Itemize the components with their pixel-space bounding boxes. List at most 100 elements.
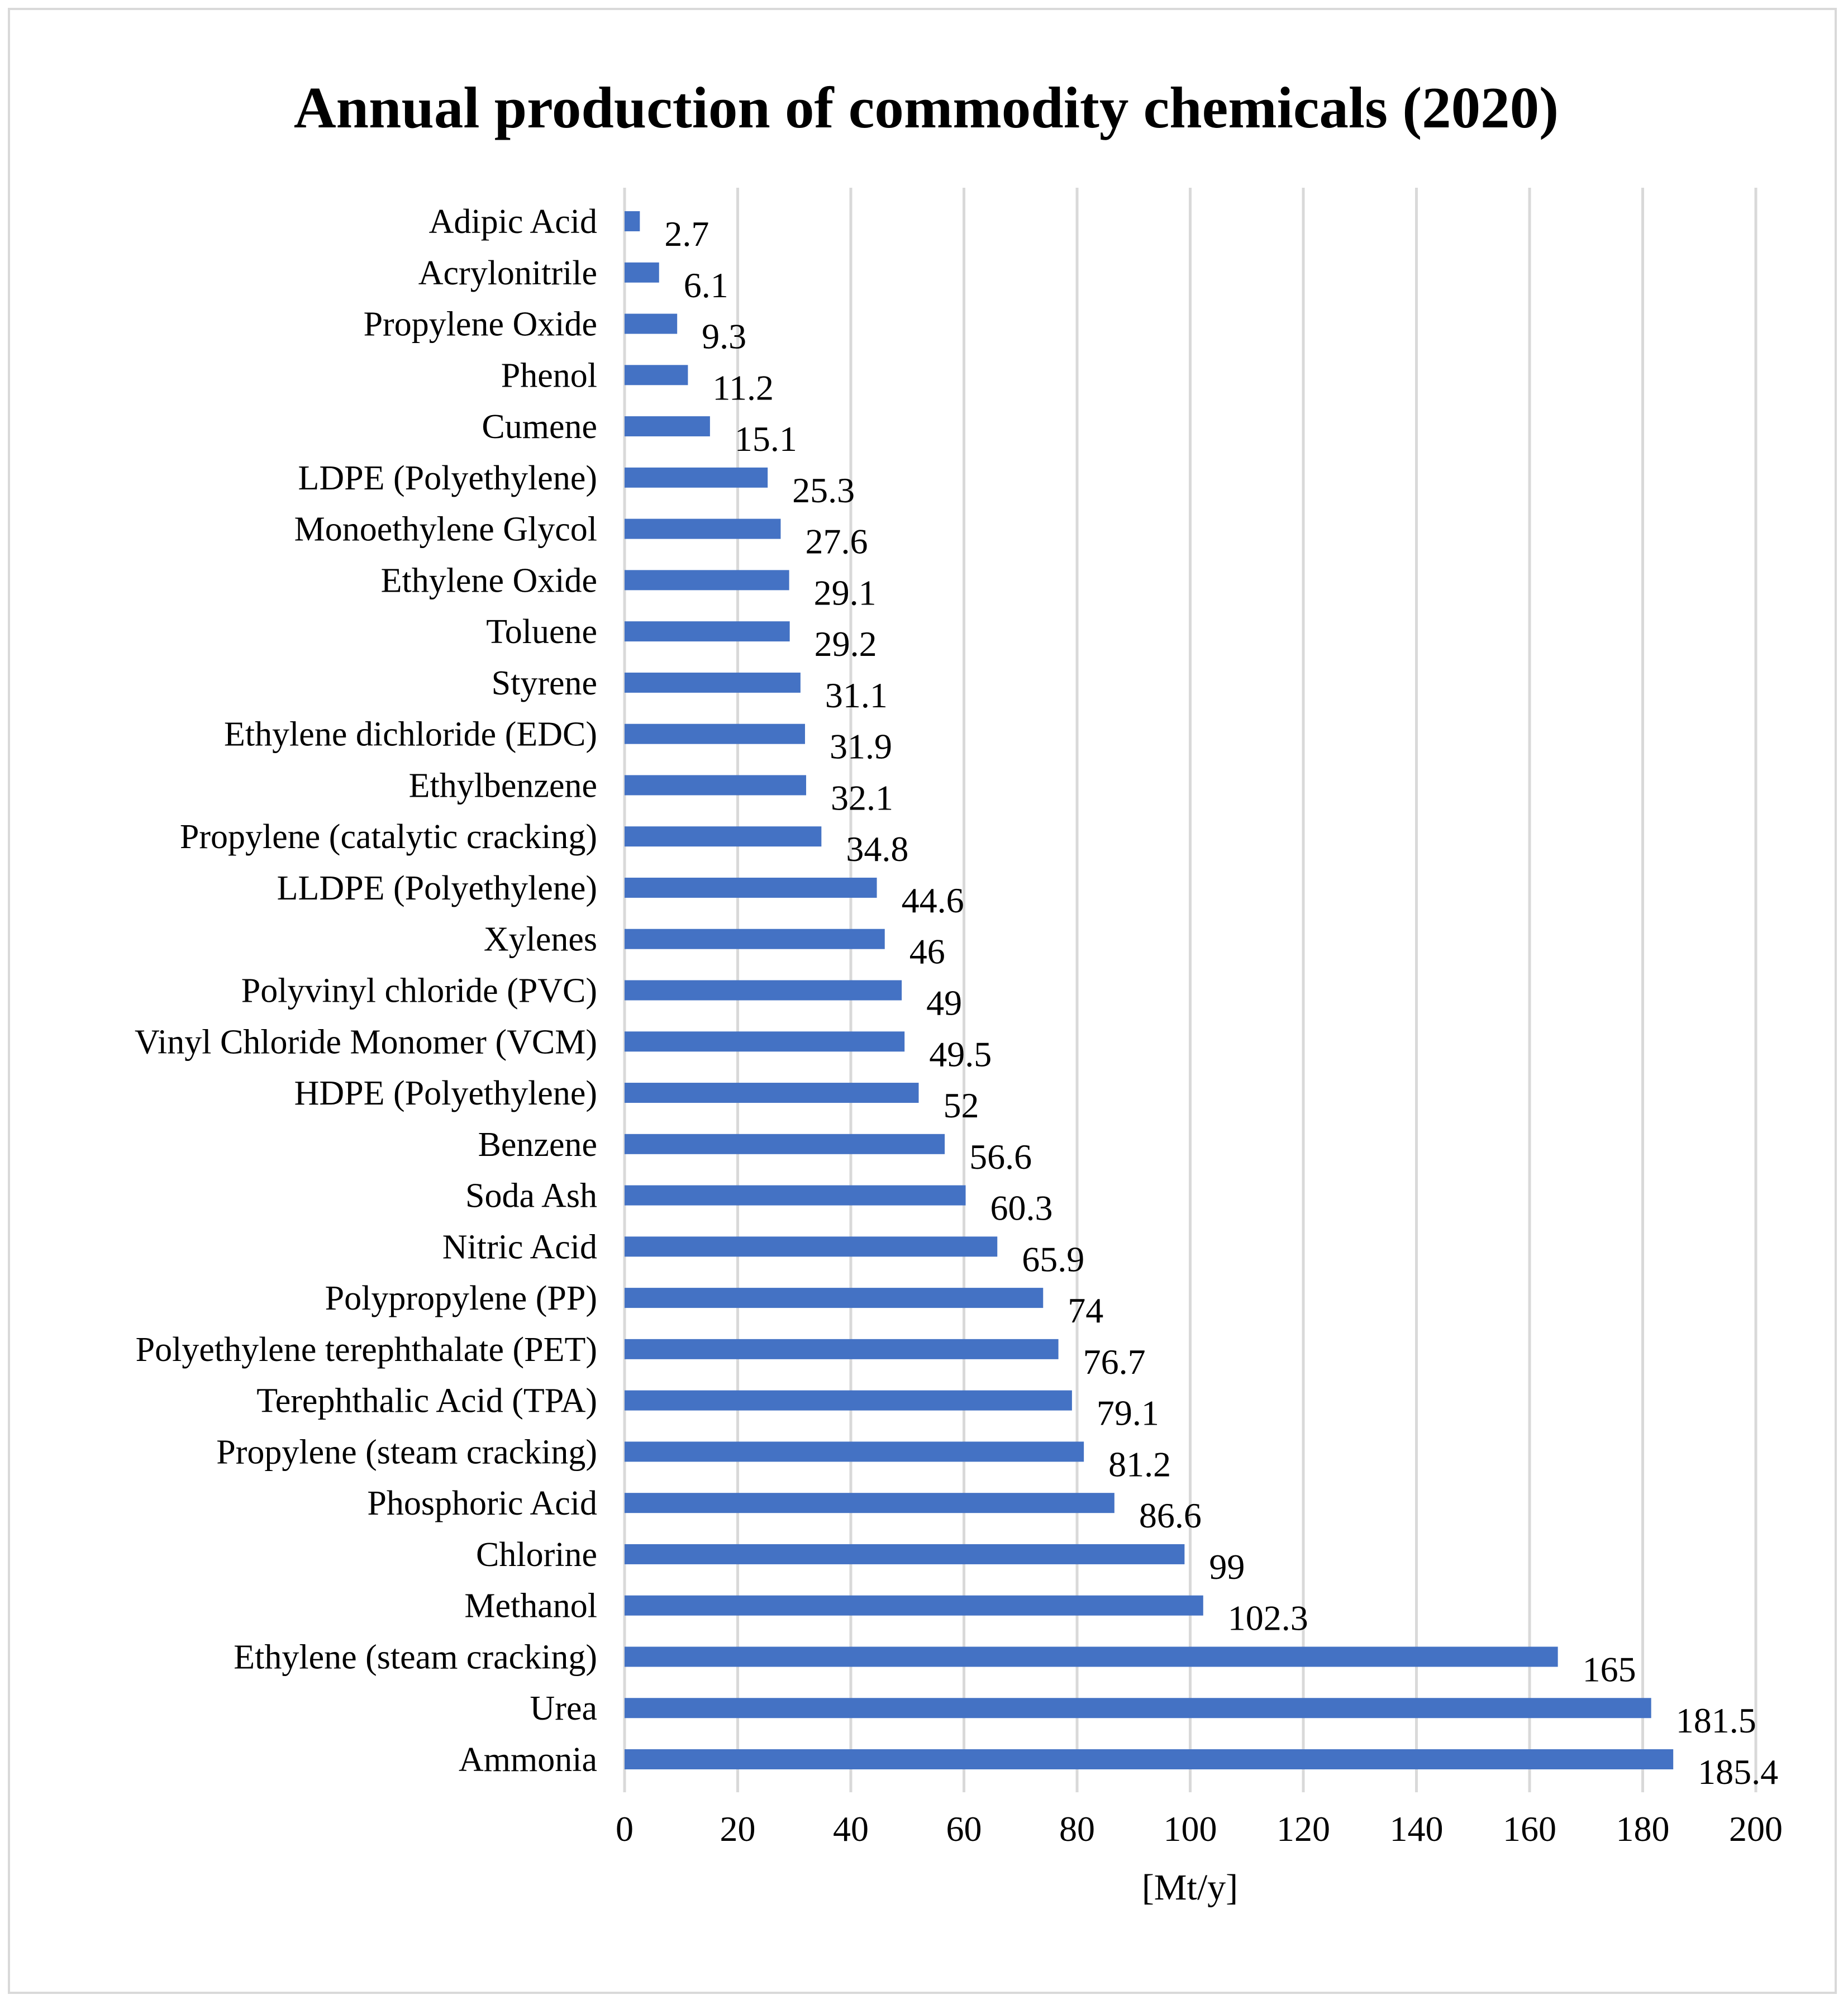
bar — [625, 723, 805, 744]
x-tick-label: 100 — [1164, 1809, 1217, 1849]
category-label: LLDPE (Polyethylene) — [277, 869, 597, 907]
category-label: Ethylene dichloride (EDC) — [224, 716, 597, 754]
category-label: Propylene Oxide — [364, 306, 597, 344]
data-label: 29.1 — [814, 573, 877, 612]
bar — [625, 826, 822, 847]
data-label: 49 — [926, 983, 962, 1023]
bar — [625, 467, 768, 488]
data-label: 6.1 — [684, 265, 728, 305]
category-label: Chlorine — [476, 1536, 597, 1574]
x-tick-label: 200 — [1729, 1809, 1783, 1849]
category-label: Polyethylene terephthalate (PET) — [136, 1331, 597, 1369]
x-tick-label: 40 — [833, 1809, 869, 1849]
x-tick-label: 180 — [1616, 1809, 1670, 1849]
bar — [625, 1595, 1203, 1616]
bar — [625, 1339, 1059, 1359]
bar — [625, 313, 678, 334]
bar — [625, 518, 781, 539]
category-label: Terephthalic Acid (TPA) — [256, 1382, 597, 1420]
x-axis-ticks: 0 20 40 60 80 100 120 140 160 180 200 — [616, 1809, 1783, 1849]
bar — [625, 1493, 1114, 1513]
category-label: HDPE (Polyethylene) — [294, 1074, 597, 1112]
x-tick-label: 80 — [1059, 1809, 1095, 1849]
data-label: 74 — [1068, 1291, 1103, 1330]
bar — [625, 211, 640, 231]
x-tick-label: 60 — [946, 1809, 982, 1849]
data-label: 25.3 — [792, 470, 855, 510]
data-label: 32.1 — [831, 778, 893, 817]
category-label: Propylene (steam cracking) — [216, 1433, 597, 1471]
bar — [625, 929, 885, 949]
bar — [625, 1441, 1084, 1462]
category-label: Phenol — [501, 356, 597, 394]
x-tick-label: 20 — [720, 1809, 756, 1849]
bar — [625, 672, 801, 693]
bars — [625, 211, 1674, 1769]
x-tick-label: 140 — [1390, 1809, 1444, 1849]
x-tick-label: 160 — [1503, 1809, 1556, 1849]
category-label: Soda Ash — [465, 1177, 597, 1215]
data-label: 79.1 — [1097, 1393, 1159, 1433]
data-label: 81.2 — [1108, 1444, 1171, 1484]
data-label: 27.6 — [805, 522, 868, 561]
data-label: 31.9 — [830, 727, 892, 767]
bar — [625, 1544, 1185, 1564]
data-label: 46 — [909, 932, 945, 972]
category-label: Acrylonitrile — [418, 254, 597, 292]
data-label: 165 — [1583, 1649, 1636, 1689]
bar — [625, 1698, 1651, 1719]
bar — [625, 365, 688, 385]
data-label: 49.5 — [929, 1034, 992, 1074]
bar — [625, 877, 877, 898]
data-label: 60.3 — [990, 1188, 1053, 1228]
bar — [625, 570, 789, 591]
category-label: Ethylene Oxide — [381, 561, 597, 599]
x-tick-label: 120 — [1277, 1809, 1330, 1849]
bar — [625, 1134, 945, 1154]
bar — [625, 1749, 1674, 1769]
data-label: 86.6 — [1139, 1496, 1202, 1535]
data-label: 181.5 — [1676, 1701, 1756, 1740]
data-label: 102.3 — [1228, 1598, 1308, 1638]
bar — [625, 1083, 919, 1103]
data-label: 185.4 — [1698, 1752, 1778, 1792]
data-label: 65.9 — [1022, 1239, 1084, 1279]
category-label: Ethylene (steam cracking) — [234, 1638, 597, 1676]
category-label: Phosphoric Acid — [367, 1484, 597, 1522]
category-label: Propylene (catalytic cracking) — [180, 818, 597, 856]
bar — [625, 1390, 1072, 1411]
data-label: 2.7 — [664, 214, 709, 254]
bar — [625, 775, 807, 796]
category-label: Xylenes — [484, 921, 597, 959]
category-label: Monoethylene Glycol — [294, 511, 597, 549]
x-axis-title: [Mt/y] — [1142, 1867, 1238, 1908]
bar-chart: Annual production of commodity chemicals… — [135, 75, 1783, 1908]
data-label: 11.2 — [712, 368, 774, 407]
category-label: Ammonia — [459, 1741, 597, 1779]
category-label: Styrene — [492, 664, 597, 702]
data-labels: 2.7 6.1 9.3 11.2 15.1 25.3 27.6 29.1 29.2 31.1 31.… — [664, 214, 1778, 1792]
bar — [625, 980, 902, 1001]
gridlines — [623, 188, 1757, 1792]
bar — [625, 621, 790, 642]
bar — [625, 1288, 1044, 1308]
data-label: 52 — [944, 1086, 979, 1125]
bar — [625, 416, 710, 437]
data-label: 44.6 — [902, 880, 964, 920]
data-label: 34.8 — [846, 829, 908, 869]
category-label: Polyvinyl chloride (PVC) — [241, 972, 597, 1010]
bar — [625, 1185, 966, 1206]
chart-title: Annual production of commodity chemicals… — [294, 75, 1559, 140]
data-label: 29.2 — [815, 624, 877, 664]
data-label: 31.1 — [825, 675, 888, 715]
bar — [625, 1031, 905, 1052]
category-label: Methanol — [464, 1587, 597, 1625]
x-tick-label: 0 — [616, 1809, 634, 1849]
category-label: Urea — [530, 1689, 597, 1727]
category-label: LDPE (Polyethylene) — [298, 459, 597, 497]
bar — [625, 1646, 1558, 1667]
category-label: Cumene — [482, 408, 597, 446]
category-label: Ethylbenzene — [409, 767, 597, 805]
category-label: Adipic Acid — [429, 203, 597, 241]
data-label: 76.7 — [1083, 1342, 1146, 1382]
